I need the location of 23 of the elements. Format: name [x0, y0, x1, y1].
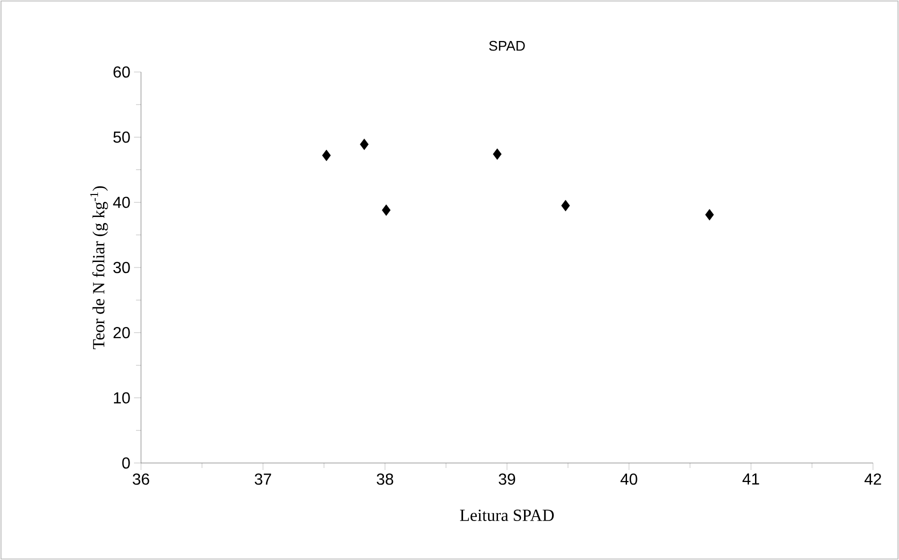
x-tick-label: 36 — [132, 474, 150, 485]
point — [705, 209, 714, 220]
x-tick-label: 38 — [376, 474, 394, 485]
point — [360, 138, 369, 150]
x-tick-label: 40 — [620, 474, 638, 485]
y-tick-label: 0 — [122, 457, 130, 469]
x-axis-title: Leitura SPAD — [460, 510, 554, 522]
chart-title: SPAD — [489, 40, 525, 51]
y-tick-label: 40 — [113, 196, 130, 208]
y-axis-title: Teor de N foliar (g kg$^{-1}$) — [90, 186, 108, 350]
y-tick-label: 50 — [113, 132, 130, 143]
x-tick-label: 37 — [254, 474, 272, 485]
y-tick-label: 60 — [114, 66, 130, 78]
x-tick-label: 41 — [742, 474, 760, 484]
x-tick-label: 42 — [864, 474, 882, 485]
point — [492, 148, 502, 160]
y-tick-label: 30 — [113, 262, 130, 274]
point — [561, 200, 570, 212]
y-tick-label: 10 — [114, 392, 130, 404]
point — [322, 150, 331, 162]
y-tick-label: 20 — [114, 327, 130, 338]
x-tick-label: 39 — [498, 474, 516, 485]
point — [382, 204, 391, 216]
